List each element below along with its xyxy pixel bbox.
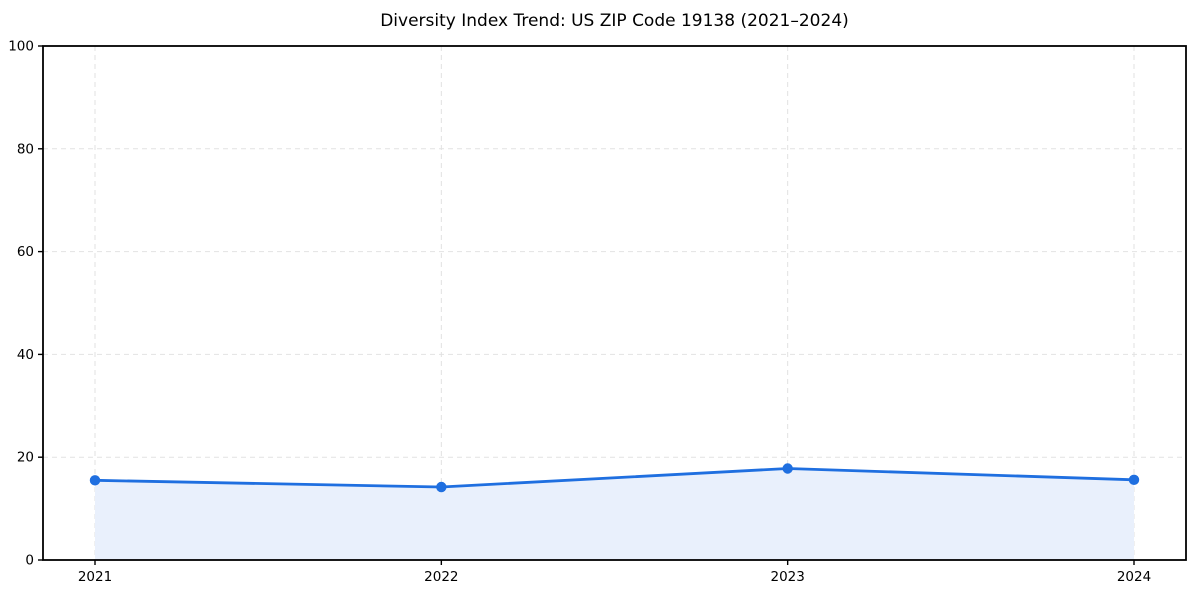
x-tick-label: 2021 — [78, 569, 112, 585]
area-fill — [95, 468, 1134, 560]
x-tick-label: 2024 — [1117, 569, 1151, 585]
data-point-2023 — [782, 463, 793, 474]
y-tick-label: 40 — [17, 347, 34, 363]
data-point-2024 — [1128, 474, 1140, 486]
x-tick-label: 2022 — [424, 569, 458, 585]
y-tick-label: 20 — [17, 450, 34, 466]
y-tick-label: 80 — [17, 141, 34, 157]
y-tick-label: 0 — [25, 553, 34, 569]
trend-line — [93, 467, 1136, 489]
data-point-2022 — [436, 481, 447, 493]
y-tick-label: 100 — [8, 39, 34, 55]
x-tick-label: 2023 — [770, 569, 804, 585]
y-tick-label: 60 — [17, 244, 34, 260]
chart-title: Diversity Index Trend: US ZIP Code 19138… — [380, 11, 849, 31]
data-point-2021 — [89, 475, 101, 486]
plot-border — [42, 45, 1187, 561]
